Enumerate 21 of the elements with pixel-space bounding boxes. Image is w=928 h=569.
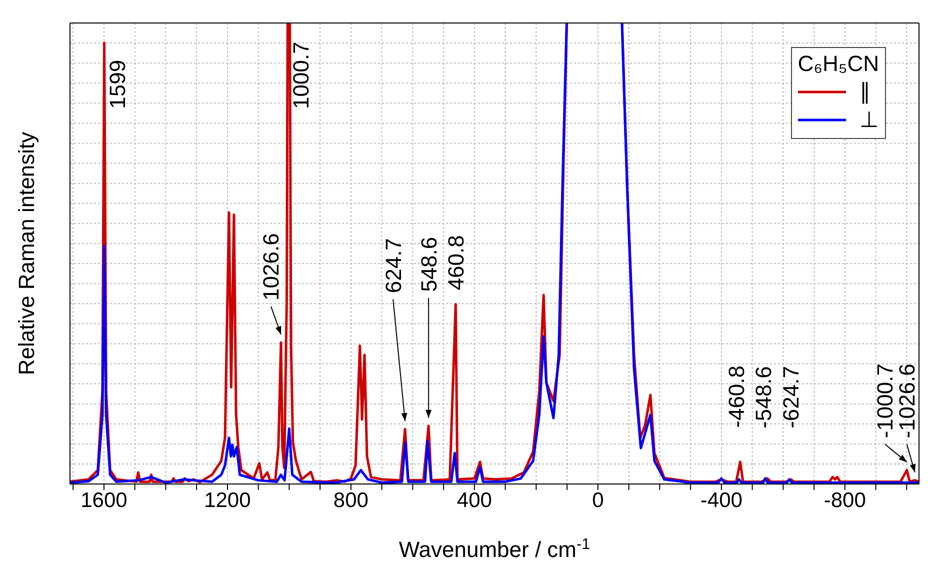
legend-label: ∥ [860,78,871,106]
x-tick-label: -800 [824,488,866,512]
x-axis-title: Wavenumber / cm$^{-1}$ [398,536,590,562]
legend-label: ⊥ [860,106,879,134]
x-tick-label: 1600 [80,488,128,512]
annotation: 548.6 [416,236,442,292]
x-tick-label: 1200 [204,488,251,512]
annotation: 460.8 [443,235,468,290]
y-axis-title: Relative Raman intensity [14,132,39,376]
annotation: 1599 [104,60,130,109]
x-tick-label: 400 [456,488,492,512]
x-tick-label: 0 [592,488,604,512]
annotation: -624.7 [778,366,804,428]
annotation: -548.6 [750,366,776,428]
annotation: -460.8 [724,365,749,428]
annotation: 624.7 [380,238,406,294]
annotation: 1000.7 [288,42,314,109]
annotation: 1026.6 [258,233,284,300]
legend-title: C₆H₅CN [798,50,879,78]
x-tick-label: 800 [333,488,368,512]
x-tick-label: -400 [700,488,742,512]
